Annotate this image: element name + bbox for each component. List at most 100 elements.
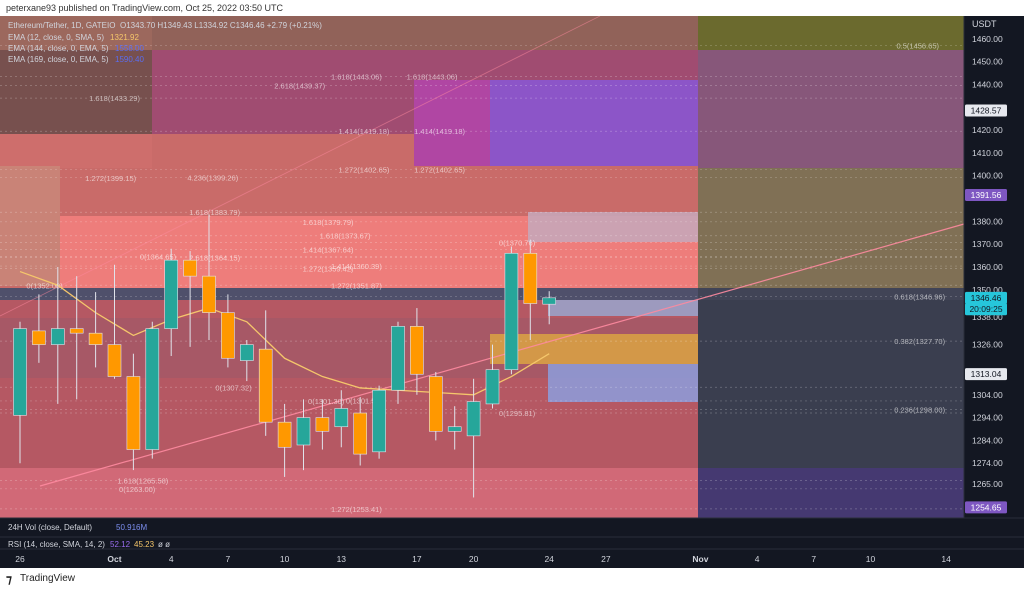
fib-label: 0(1352.00) [26,281,63,290]
candle[interactable] [240,340,254,382]
candle-body-up [13,328,27,416]
footer-brand: TradingView [20,573,76,584]
fib-label: 1.618(1265.58) [117,476,168,485]
candle-body-down [88,332,103,345]
candle[interactable] [69,276,84,400]
price-tick-label: 1284.00 [972,435,1003,445]
fib-label: 2.618(1439.37) [274,82,325,91]
candle[interactable] [447,406,462,450]
candle-body-down [523,253,538,304]
time-tick-label: 27 [601,554,611,564]
rsi-pane [0,537,1024,549]
price-tag-tag-1428: 1428.57 [965,104,1007,117]
legend-ema169[interactable]: EMA (169, close, 0, EMA, 5) [8,55,109,64]
legend-ema12-value: 1321.92 [110,33,139,42]
candle[interactable] [277,403,292,477]
footer: ⁊ TradingView [0,568,1024,590]
price-tick-label: 1410.00 [972,148,1003,158]
candle[interactable] [391,321,405,404]
candle-body-up [391,326,405,391]
vol-label[interactable]: 24H Vol (close, Default) [8,523,92,532]
fib-label: 0(1295.81) [499,409,536,418]
candle-body-up [542,297,557,305]
candle[interactable] [258,310,273,436]
legend-symbol: Ethereum/Tether, 1D, GATEIO [8,21,115,30]
vol-pane [0,518,1024,536]
publish-header: peterxane93 published on TradingView.com… [0,0,1024,18]
candle[interactable] [428,371,443,441]
rsi-label[interactable]: RSI (14, close, SMA, 14, 2) [8,540,105,549]
fib-label: 1.414(1419.18) [414,127,465,136]
candle-body-down [107,344,122,377]
price-tick-label: 1338.00 [972,312,1003,322]
time-tick-label: 24 [544,554,554,564]
price-axis-currency: USDT [972,19,997,29]
candle[interactable] [107,264,122,379]
candle[interactable] [202,214,216,341]
candle-body-down [221,312,235,359]
candle-body-up [485,369,500,405]
candle-body-up [296,417,311,446]
candle[interactable] [50,267,65,404]
ema-12-polyline [19,270,550,396]
zone-right-purple-bottom [698,468,964,518]
candle-body-up [447,426,462,432]
candle[interactable] [466,378,481,498]
fib-label: 2.618(1364.15) [189,254,240,263]
fib-label: 1.414(1360.39) [331,262,382,271]
candle[interactable] [353,397,368,466]
candle[interactable] [410,308,424,395]
candle[interactable] [13,321,27,464]
candle[interactable] [334,390,349,448]
fib-label: 1.618(1443.06) [407,72,458,81]
candle[interactable] [542,291,557,325]
ema-12-line [19,270,550,396]
zone-violet [490,80,698,166]
fib-label: 0.382(1327.70) [894,337,945,346]
candle-body-down [353,412,368,455]
fib-label: 0(1301.30) [308,397,345,406]
candle[interactable] [372,385,386,459]
time-ticks: 26 Oct 4 7 10 13 17 20 24 27 Nov 4 7 10 14 [15,554,951,564]
candle[interactable] [221,294,235,368]
candle[interactable] [164,248,178,356]
price-tag-tag-1254: 1254.65 [965,501,1007,514]
candle[interactable] [32,294,46,363]
candle[interactable] [523,239,538,341]
candle-body-down [258,348,273,423]
time-tick-label: Oct [107,554,121,564]
candle-body-up [372,389,386,453]
candle[interactable] [315,399,330,450]
price-tick-label: 1420.00 [972,125,1003,135]
candle[interactable] [145,321,160,459]
time-tick-label: 7 [226,554,231,564]
candlestick-chart[interactable]: 0.5(1456.65) 1.618(1443.06) 1.618(1443.06)… [0,16,1024,568]
time-tick-label: Nov [692,554,708,564]
chart-panel[interactable]: 0.5(1456.65) 1.618(1443.06) 1.618(1443.06)… [0,16,1024,568]
candle[interactable] [126,353,141,471]
fib-label: 1.272(1402.65) [414,166,465,175]
price-tag-text: 1391.56 [971,190,1002,200]
candle[interactable] [504,246,519,375]
price-ticks: 1460.00 1450.00 1440.00 1420.00 1410.00 1400.… [972,34,1003,489]
candle-body-down [315,417,330,432]
candle[interactable] [485,344,500,409]
fib-label: 1.618(1433.29) [89,94,140,103]
time-tick-label: 26 [15,554,25,564]
legend-ema12[interactable]: EMA (12, close, 0, SMA, 5) [8,33,104,42]
fib-label: 1.414(1419.18) [339,127,390,136]
time-axis-bg [0,549,1024,568]
fib-label: 0(1263.00) [119,485,156,494]
fib-label: 1.272(1359.42) [303,264,354,273]
price-axis-bg [964,16,1024,518]
candle[interactable] [88,292,103,368]
fib-label: 1.618(1443.06) [331,72,382,81]
candle[interactable] [183,251,197,347]
time-tick-label: 4 [169,554,174,564]
fib-label: 1.618(1373.67) [320,232,371,241]
legend-ema144[interactable]: EMA (144, close, 0, EMA, 5) [8,44,109,53]
price-tick-label: 1440.00 [972,79,1003,89]
candle-body-up [164,259,178,329]
candle[interactable] [296,399,311,471]
